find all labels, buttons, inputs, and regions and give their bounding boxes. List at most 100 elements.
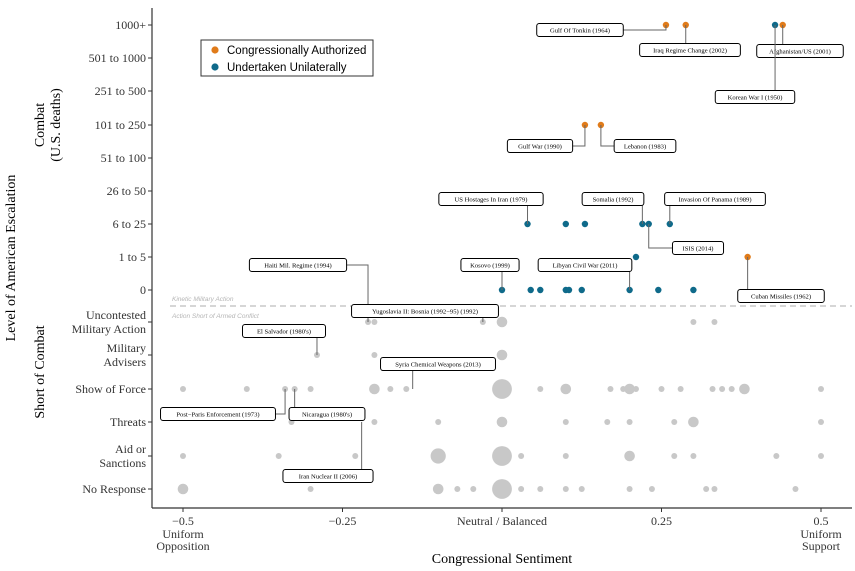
non-combat-point [709, 386, 716, 392]
non-combat-point [496, 349, 508, 361]
y-tick-label: Military Advisers [103, 341, 146, 369]
annotation-label: Libyan Civil War (2011) [537, 258, 633, 290]
annotation-label: Haiti Mil. Regime (1994) [248, 258, 369, 322]
annotation-label: Nicaragua (1980's) [288, 389, 366, 421]
annotation-text: Somalia (1992) [593, 196, 634, 203]
annotation-text: Post−Paris Enforcement (1973) [176, 411, 259, 418]
annotation-box [460, 258, 520, 272]
annotation-box [242, 324, 326, 338]
annotation-text: Gulf Of Tonkin (1964) [550, 27, 610, 34]
annotation-box [537, 258, 633, 272]
non-combat-point [648, 486, 655, 492]
non-combat-point [578, 486, 585, 492]
non-combat-point [562, 453, 569, 459]
non-combat-point [624, 450, 635, 462]
annotation-box [438, 192, 544, 206]
non-combat-point [352, 453, 359, 459]
non-combat-point [537, 486, 544, 492]
annotation-text: US Hostages In Iran (1979) [455, 196, 528, 203]
non-combat-point [177, 483, 189, 495]
y-axis-title: Level of American Escalation [4, 175, 19, 342]
non-combat-point [703, 486, 710, 492]
annotation-text: Cuban Missiles (1962) [751, 293, 811, 300]
annotation-box [613, 139, 677, 153]
non-combat-point [180, 453, 186, 459]
non-combat-point [470, 486, 477, 492]
annotation-label: El Salvador (1980's) [242, 324, 326, 355]
y-tick-label: Uncontested Military Action [72, 308, 146, 336]
annotation-box [664, 192, 766, 206]
non-combat-point [739, 383, 750, 395]
non-combat-point [604, 419, 611, 425]
annotation-label: Post−Paris Enforcement (1973) [160, 389, 286, 421]
non-combat-point [492, 379, 512, 399]
band-label-short-of-combat: Short of Combat [33, 325, 48, 418]
annotation-box [282, 469, 374, 483]
annotation-label: Korean War I (1950) [714, 25, 796, 104]
y-tick-label: 501 to 1000 [89, 51, 146, 65]
annotation-label: Somalia (1992) [581, 192, 645, 224]
y-tick-label: 6 to 25 [113, 217, 146, 231]
x-tick-label: Neutral / Balanced [457, 514, 547, 528]
unilateral-point [581, 220, 589, 228]
non-combat-point [658, 386, 665, 392]
annotation-leader [275, 389, 286, 415]
band-label-combat: Combat [33, 103, 48, 147]
annotation-box [288, 407, 366, 421]
unilateral-point [527, 286, 534, 294]
annotation-text: Yugoslavia II: Bosnia (1992−95) (1992) [372, 308, 478, 315]
non-combat-point [537, 386, 544, 392]
legend: Congressionally Authorized Undertaken Uni… [200, 39, 374, 77]
non-combat-point [818, 386, 824, 392]
non-combat-point [792, 486, 799, 492]
divider-label-below: Action Short of Armed Conflict [171, 313, 260, 320]
annotation-text: ISIS (2014) [683, 245, 714, 252]
annotation-text: Invasion Of Panama (1989) [678, 196, 751, 203]
x-tick-label: 0.5 [814, 514, 829, 528]
non-combat-point [719, 386, 726, 392]
annotation-box [536, 23, 624, 37]
x-tick-sublabel: Opposition [156, 539, 209, 553]
annotation-text: Korean War I (1950) [728, 94, 783, 101]
non-combat-point [387, 386, 394, 392]
y-tick-label: 1 to 5 [119, 250, 146, 264]
annotation-text: Iraq Regime Change (2002) [653, 47, 727, 54]
unilateral-point [578, 286, 585, 294]
non-combat-point [435, 419, 442, 425]
non-combat-point [243, 386, 250, 392]
annotation-text: Nicaragua (1980's) [302, 411, 352, 418]
non-combat-point [492, 479, 512, 499]
x-tick-label: −0.25 [329, 514, 357, 528]
non-combat-point [518, 486, 525, 492]
y-tick-label: 101 to 250 [95, 118, 146, 132]
legend-label: Undertaken Unilaterally [227, 62, 347, 74]
non-combat-point [562, 419, 569, 425]
non-combat-point [690, 319, 697, 325]
non-combat-point [624, 383, 635, 395]
non-combat-point [671, 419, 678, 425]
annotation-box [351, 304, 499, 318]
non-combat-point [562, 486, 569, 492]
annotation-label: Yugoslavia II: Bosnia (1992−95) (1992) [351, 304, 499, 322]
annotation-label: Syria Chemical Weapons (2013) [380, 357, 496, 389]
x-tick-sublabel: Uniform [162, 527, 204, 541]
annotation-leader [648, 224, 673, 249]
x-axis-title: Congressional Sentiment [432, 552, 572, 567]
non-combat-point [371, 419, 378, 425]
annotation-box [160, 407, 276, 421]
legend-swatch [211, 63, 219, 71]
non-combat-point [728, 386, 735, 392]
non-combat-point [307, 486, 314, 492]
annotation-box [248, 258, 348, 272]
annotation-label: ISIS (2014) [648, 224, 725, 255]
non-combat-point [180, 386, 186, 392]
annotation-label: Gulf Of Tonkin (1964) [536, 23, 667, 37]
annotation-box [714, 90, 796, 104]
y-tick-label: No Response [82, 482, 146, 496]
annotation-text: Kosovo (1999) [470, 262, 510, 269]
non-combat-point [492, 446, 512, 466]
non-combat-point [560, 383, 572, 395]
non-combat-point [430, 448, 446, 464]
annotation-box [506, 139, 574, 153]
